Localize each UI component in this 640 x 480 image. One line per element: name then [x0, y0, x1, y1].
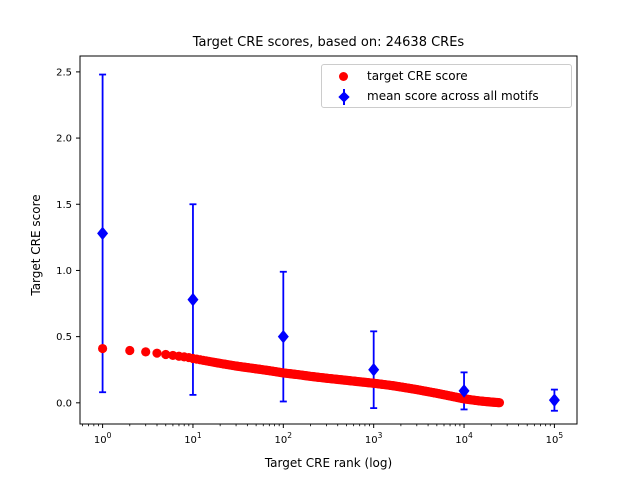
y-tick-label: 0.5 [56, 332, 72, 343]
legend: target CRE score mean score across all m… [321, 64, 572, 108]
legend-label-target-cre-score: target CRE score [367, 69, 468, 83]
y-tick-label: 1.0 [56, 266, 72, 277]
diamond-series [97, 226, 560, 407]
plot-frame [79, 55, 578, 425]
errorbar-series [99, 73, 558, 412]
legend-circle-marker-icon [339, 72, 348, 81]
x-tick-label: 105 [546, 431, 564, 446]
y-tick-label: 1.5 [56, 200, 72, 211]
x-tick-label: 100 [94, 431, 112, 446]
y-tick-label: 2.5 [56, 67, 72, 78]
chart-title: Target CRE scores, based on: 24638 CREs [192, 35, 465, 50]
x-tick-label: 102 [275, 431, 293, 446]
x-axis-ticks: 100 101 102 103 104 105 [94, 424, 564, 446]
y-tick-label: 0.0 [56, 398, 72, 409]
legend-diamond-marker-icon [337, 91, 350, 103]
x-axis-label: Target CRE rank (log) [264, 456, 393, 470]
x-tick-label: 104 [455, 431, 473, 446]
y-tick-label: 2.0 [56, 134, 72, 145]
y-axis-ticks: 0.0 0.5 1.0 1.5 2.0 2.5 [56, 67, 80, 409]
x-tick-label: 101 [184, 431, 202, 446]
x-tick-label: 103 [365, 431, 383, 446]
x-axis-minor-ticks [82, 424, 551, 427]
red-scatter-series [97, 343, 505, 408]
legend-label-mean-score: mean score across all motifs [367, 89, 539, 103]
